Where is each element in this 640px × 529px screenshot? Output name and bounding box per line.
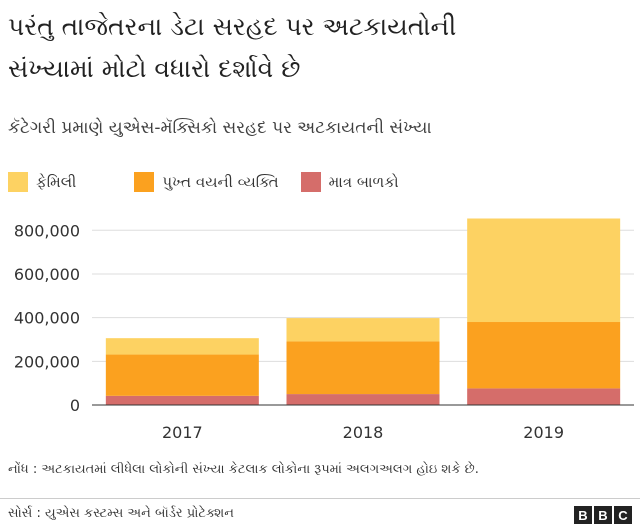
chart-subtitle: કૅટેગરી પ્રમાણે યુએસ-મૅક્સિકો સરહદ પર અટ… — [8, 118, 432, 138]
bar-segment-family-2017 — [105, 338, 259, 355]
chart-title-line-1: પરંતુ તાજેતરના ડેટા સરહદ પર અટકાયતોની — [8, 12, 457, 41]
bar-segment-adult-2018 — [286, 341, 440, 395]
bar-segment-children-2017 — [105, 395, 259, 405]
bbc-logo-letter-b2: B — [594, 506, 612, 524]
stacked-bar-chart: 0 200,000 400,000 600,000 800,000 2017 2018 201… — [14, 218, 634, 442]
bar-segment-family-2018 — [286, 318, 440, 342]
y-tick-label: 200,000 — [14, 352, 80, 371]
legend-swatch-adult — [134, 172, 155, 192]
legend-swatch-family — [8, 172, 28, 192]
legend-item-children: માત્ર બાળકો — [300, 172, 399, 192]
x-tick-label: 2019 — [523, 423, 564, 442]
bbc-logo-letter-b1: B — [574, 506, 592, 524]
y-tick-label: 400,000 — [14, 309, 80, 328]
legend-item-family: ફેમિલી — [8, 172, 76, 192]
chart-title: પરંતુ તાજેતરના ડેટા સરહદ પર અટકાયતોની સં… — [8, 6, 628, 90]
bbc-logo: B B C — [574, 506, 632, 524]
bbc-logo-letter-c: C — [614, 506, 632, 524]
x-tick-label: 2017 — [162, 423, 203, 442]
bar-segment-children-2019 — [467, 388, 621, 405]
legend: ફેમિલી પુખ્ત વયની વ્યક્તિ માત્ર બાળકો — [8, 172, 421, 192]
chart-note: નોંધ : અટકાયતમાં લીધેલા લોકોની સંખ્યા કે… — [8, 462, 479, 477]
bar-segment-children-2018 — [286, 394, 440, 405]
y-tick-label: 800,000 — [14, 221, 80, 240]
legend-label-family: ફેમિલી — [36, 173, 77, 191]
bar-segment-adult-2019 — [467, 322, 621, 389]
footer-divider — [0, 498, 640, 499]
legend-label-children: માત્ર બાળકો — [328, 173, 399, 191]
legend-label-adult: પુખ્ત વયની વ્યક્તિ — [162, 173, 279, 191]
y-tick-label: 0 — [70, 396, 80, 415]
source-text: સોર્સ : યુએસ કસ્ટમ્સ અને બૉર્ડર પ્રોટેક્… — [8, 506, 234, 521]
bar-segment-family-2019 — [467, 218, 621, 323]
legend-item-adult: પુખ્ત વયની વ્યક્તિ — [134, 172, 279, 192]
bar-segment-adult-2017 — [105, 354, 259, 396]
y-tick-label: 600,000 — [14, 265, 80, 284]
legend-swatch-children — [300, 172, 321, 192]
chart-title-line-2: સંખ્યામાં મોટો વધારો દર્શાવે છે — [8, 54, 301, 83]
x-tick-label: 2018 — [343, 423, 384, 442]
